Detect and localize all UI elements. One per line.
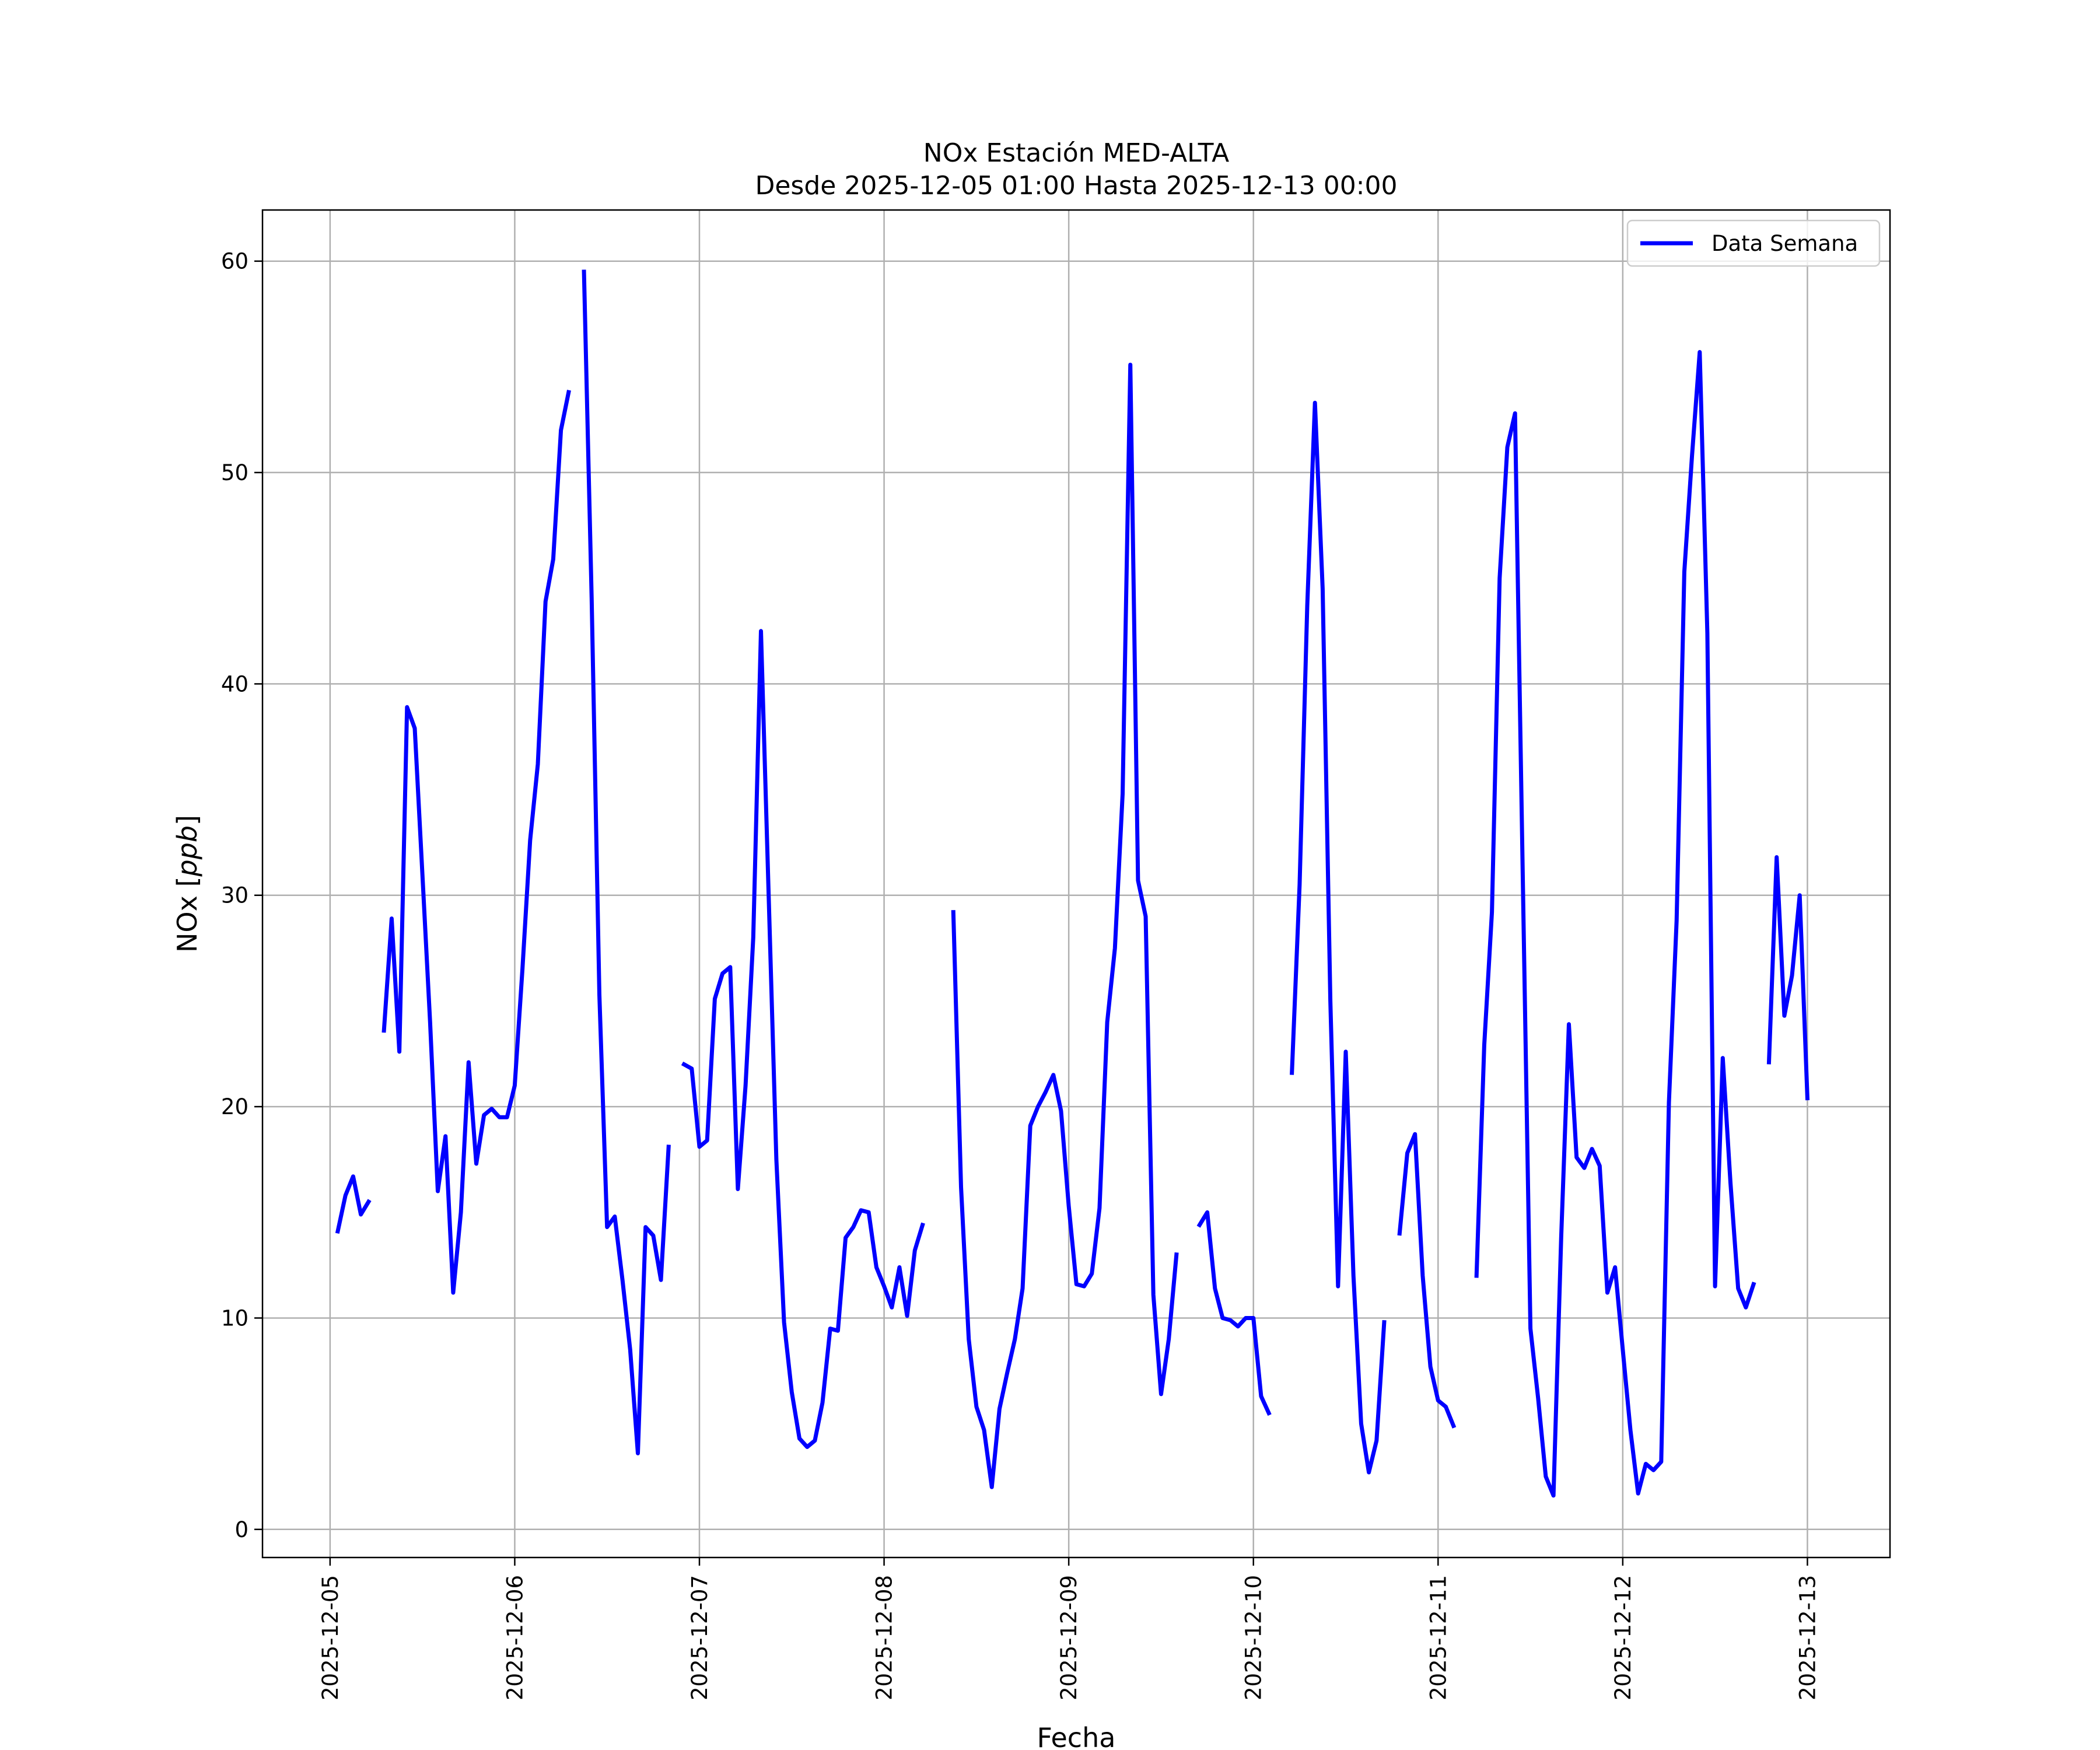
y-tick-label: 40 <box>221 671 249 696</box>
y-tick-label: 10 <box>221 1306 249 1331</box>
series-line-segment <box>382 390 571 1295</box>
series-line-segment <box>1474 350 1756 1498</box>
series-line-segment <box>335 1174 372 1234</box>
y-axis-label-unit: ppb <box>172 825 203 877</box>
series-line-segment <box>1397 1132 1457 1429</box>
x-tick-label: 2025-12-10 <box>1241 1575 1266 1700</box>
series-line-segment <box>1766 855 1810 1101</box>
plot-frame <box>261 209 1891 1559</box>
y-axis-label: NOx [ppb] <box>172 815 203 953</box>
series-line-segment <box>1196 1210 1272 1416</box>
axis-ticks: 2025-12-05 2025-12-06 2025-12-07 2025-12-08… <box>221 249 1821 1700</box>
x-tick-label: 2025-12-08 <box>872 1575 897 1700</box>
x-tick-label: 2025-12-11 <box>1426 1575 1451 1700</box>
series-line-segment <box>951 362 1179 1489</box>
legend-box <box>1626 219 1881 267</box>
x-tick-label: 2025-12-09 <box>1056 1575 1082 1700</box>
legend-label: Data Semana <box>1712 231 1858 256</box>
x-tick-label: 2025-12-12 <box>1611 1575 1636 1700</box>
chart-title: NOx Estación MED-ALTA <box>923 138 1229 168</box>
y-tick-label: 20 <box>221 1094 249 1119</box>
y-tick-label: 60 <box>221 249 249 274</box>
x-tick-label: 2025-12-06 <box>502 1575 527 1700</box>
plot-area <box>262 210 1890 1558</box>
x-tick-label: 2025-12-13 <box>1795 1575 1820 1700</box>
x-axis-label: Fecha <box>1037 1722 1116 1750</box>
y-axis-label-suffix: ] <box>172 815 203 825</box>
x-tick-label: 2025-12-05 <box>318 1575 343 1700</box>
chart-subtitle: Desde 2025-12-05 01:00 Hasta 2025-12-13 … <box>755 171 1397 201</box>
series-line-segment <box>1290 401 1387 1475</box>
y-tick-label: 50 <box>221 460 249 485</box>
y-tick-label: 30 <box>221 883 249 908</box>
data-series <box>335 270 1810 1498</box>
legend: Data Semana <box>1626 219 1881 267</box>
y-axis-label-prefix: NOx [ <box>172 877 203 953</box>
series-line-segment <box>681 629 925 1449</box>
series-line-segment <box>582 270 671 1455</box>
y-tick-label: 0 <box>235 1517 249 1542</box>
x-tick-label: 2025-12-07 <box>687 1575 712 1700</box>
